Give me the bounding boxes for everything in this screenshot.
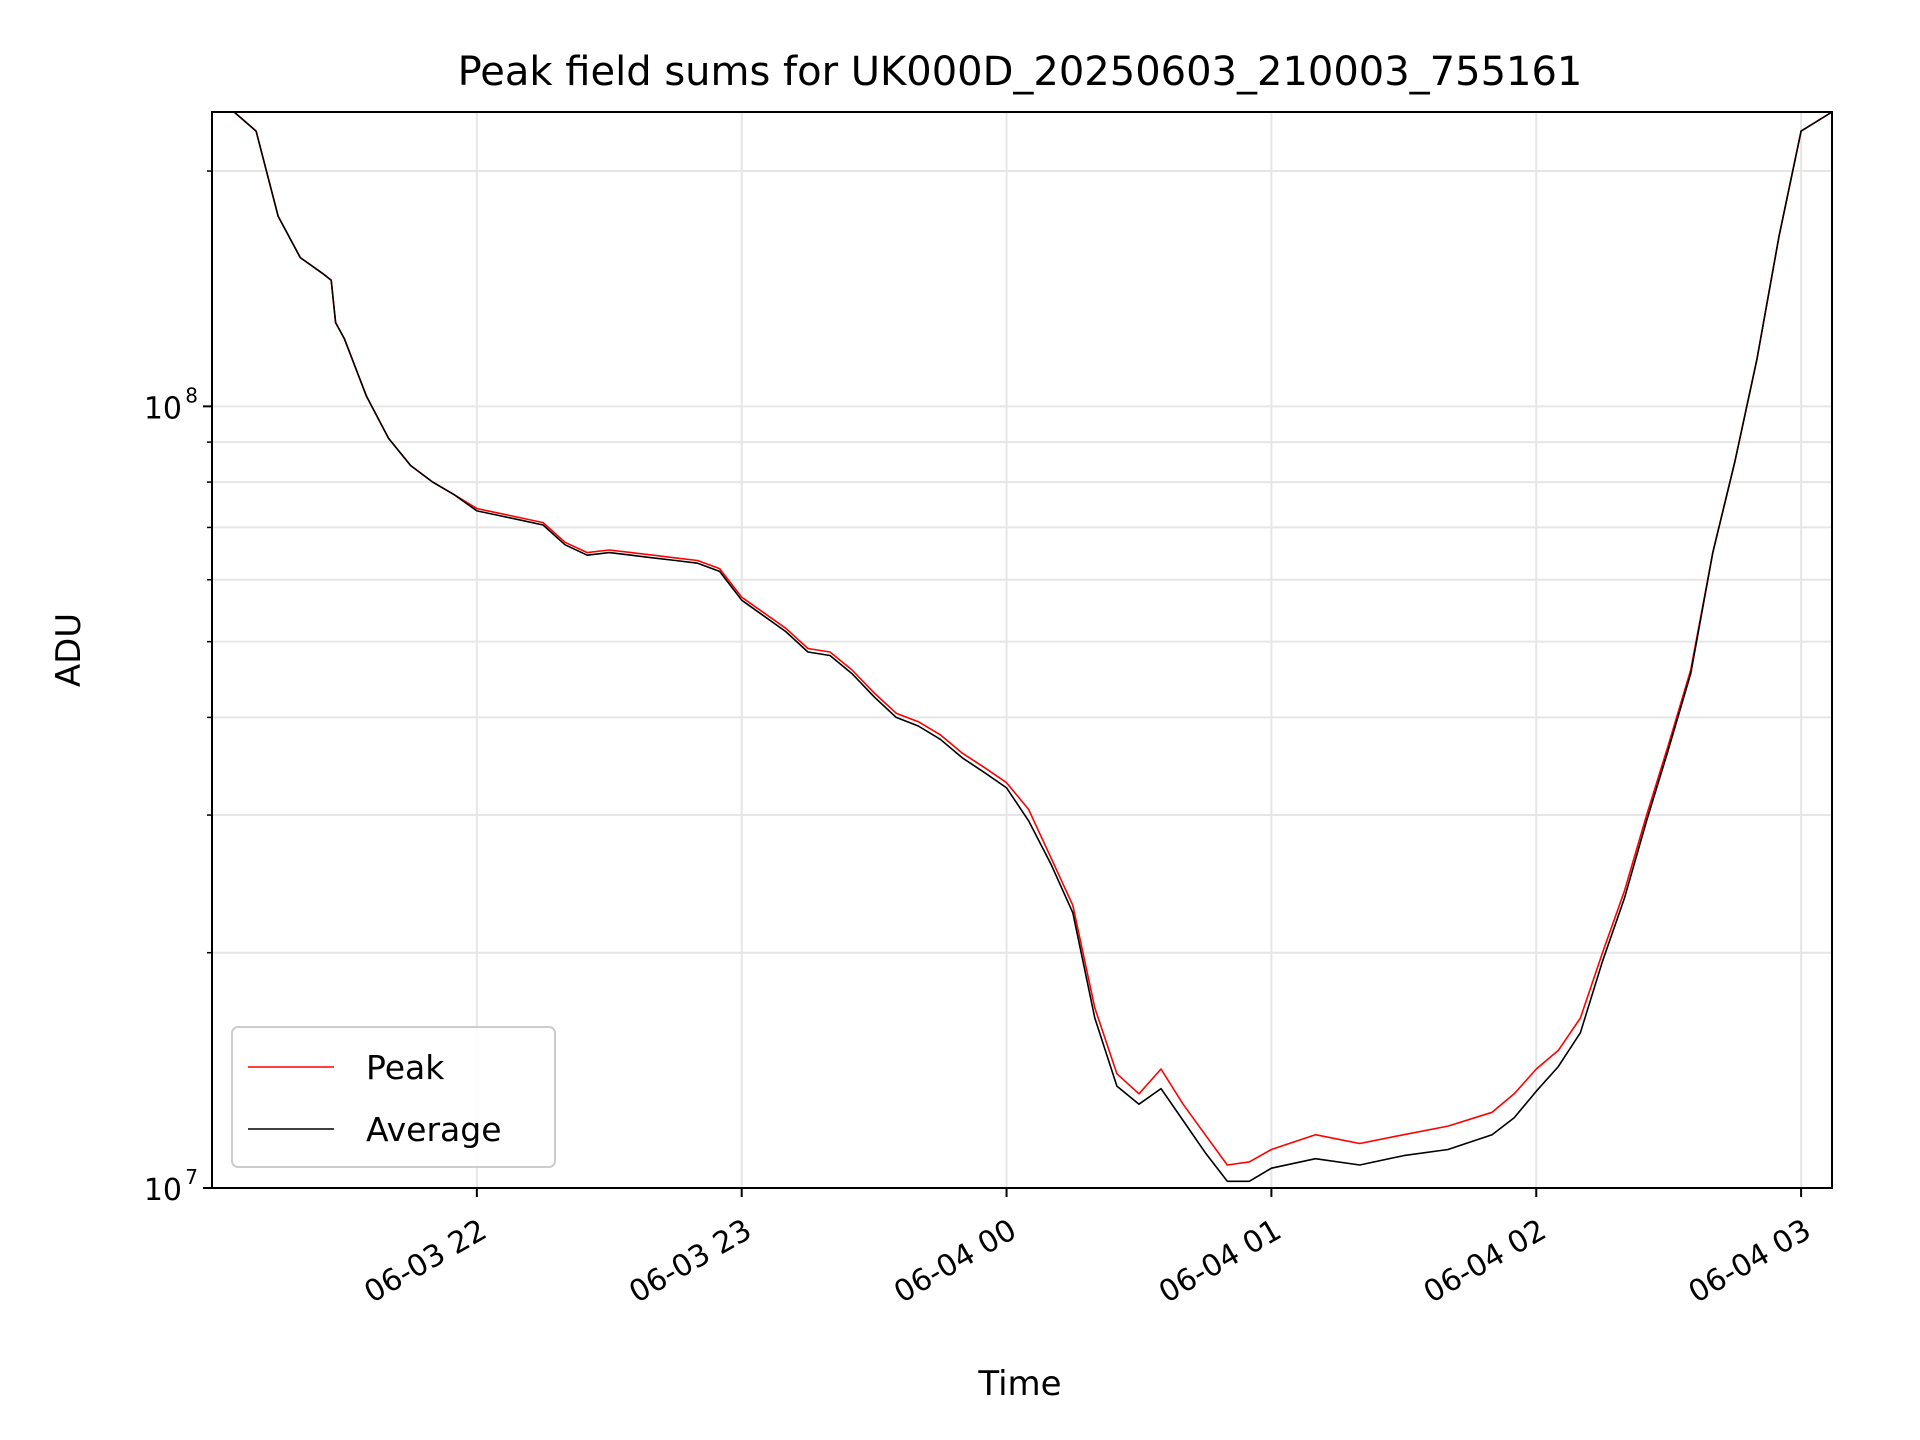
- chart-title: Peak field sums for UK000D_20250603_2100…: [458, 49, 1583, 95]
- y-tick-label: 10: [144, 1173, 182, 1208]
- y-tick-exponent: 7: [185, 1165, 198, 1189]
- plot-frame: [211, 111, 1833, 1189]
- series-line-average: [212, 111, 1833, 1183]
- y-axis-label: ADU: [49, 613, 89, 687]
- legend: Peak Average: [231, 1026, 556, 1168]
- y-tick-exponent: 8: [185, 383, 198, 407]
- grid: [212, 112, 1832, 1189]
- legend-box: [231, 1026, 556, 1168]
- legend-label-peak: Peak: [366, 1048, 445, 1087]
- y-tick-label: 10: [144, 391, 182, 426]
- series-layer: [212, 111, 1833, 1183]
- legend-label-average: Average: [366, 1110, 502, 1149]
- x-axis-label: Time: [977, 1364, 1061, 1404]
